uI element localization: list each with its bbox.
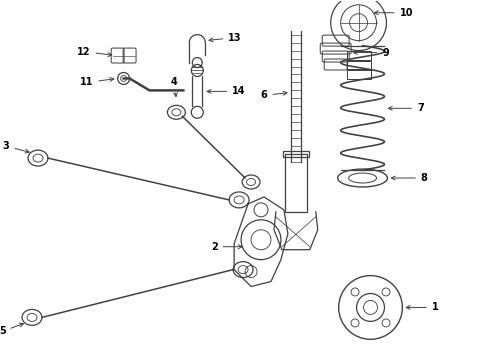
Text: 3: 3 <box>3 141 29 153</box>
Bar <box>346 60 370 69</box>
Text: 1: 1 <box>406 302 439 312</box>
Text: 12: 12 <box>77 46 112 57</box>
Text: 9: 9 <box>353 48 389 58</box>
Bar <box>283 151 309 157</box>
Text: 6: 6 <box>261 90 287 100</box>
Text: 2: 2 <box>211 242 242 252</box>
Text: 10: 10 <box>374 8 413 18</box>
Text: 13: 13 <box>209 33 242 42</box>
Bar <box>285 154 307 212</box>
Text: 14: 14 <box>207 86 246 96</box>
Bar <box>346 50 370 59</box>
Text: 4: 4 <box>171 77 178 96</box>
Text: 5: 5 <box>0 323 24 336</box>
Text: 11: 11 <box>80 77 114 87</box>
Bar <box>346 71 370 80</box>
Text: 8: 8 <box>392 173 428 183</box>
Text: 7: 7 <box>389 103 424 113</box>
